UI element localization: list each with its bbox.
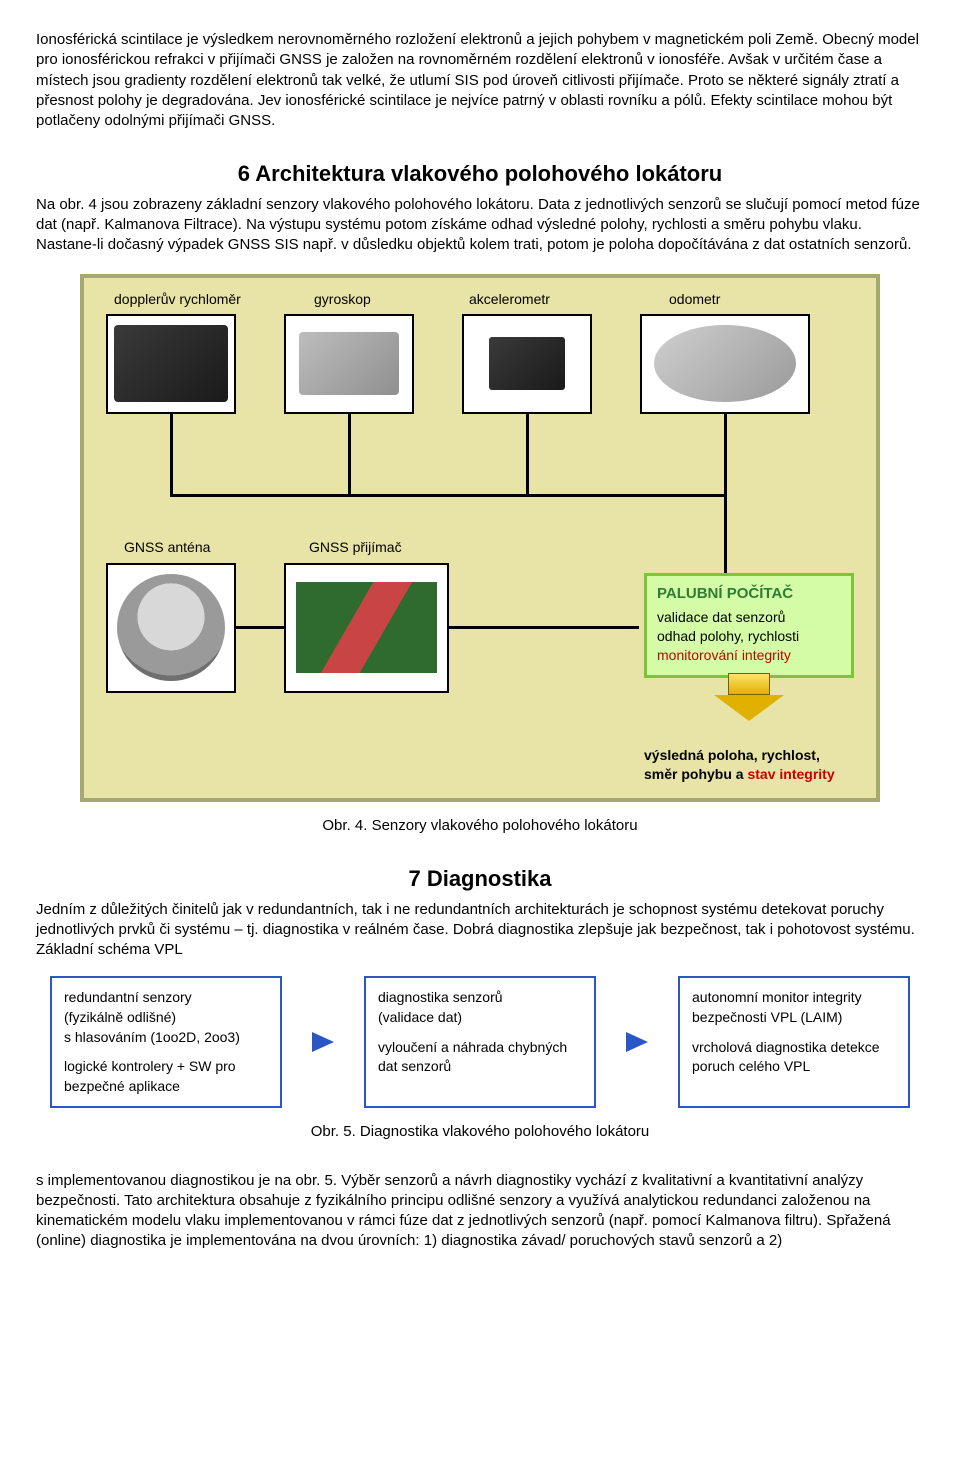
photo-gnss-antenna bbox=[106, 563, 236, 693]
figure-4: dopplerův rychloměr gyroskop akceleromet… bbox=[80, 274, 880, 802]
palubni-l2: odhad polohy, rychlosti bbox=[657, 627, 841, 646]
label-gnss-ant: GNSS anténa bbox=[124, 538, 210, 557]
heading-6: 6 Architektura vlakového polohového loká… bbox=[36, 159, 924, 189]
result-l2b: stav integrity bbox=[747, 766, 834, 782]
label-gnss-rx: GNSS přijímač bbox=[309, 538, 402, 557]
result-l2a: směr pohybu a bbox=[644, 766, 747, 782]
label-odometr: odometr bbox=[669, 290, 720, 309]
photo-odometr bbox=[640, 314, 810, 414]
box-palubni-pocitac: PALUBNÍ POČÍTAČ validace dat senzorů odh… bbox=[644, 573, 854, 678]
fig5-b1-l4: logické kontrolery + SW pro bezpečné apl… bbox=[64, 1057, 268, 1096]
palubni-l3: monitorování integrity bbox=[657, 646, 841, 665]
photo-gyroskop bbox=[284, 314, 414, 414]
result-l1: výsledná poloha, rychlost, bbox=[644, 746, 854, 765]
heading-7: 7 Diagnostika bbox=[36, 864, 924, 894]
conn bbox=[724, 494, 727, 573]
palubni-header: PALUBNÍ POČÍTAČ bbox=[657, 584, 841, 604]
photo-doppler bbox=[106, 314, 236, 414]
conn bbox=[724, 414, 727, 494]
fig5-b2-l2: (validace dat) bbox=[378, 1008, 582, 1028]
figure-5: redundantní senzory (fyzikálně odlišné) … bbox=[50, 976, 910, 1108]
fig5-box-2: diagnostika senzorů (validace dat) vylou… bbox=[364, 976, 596, 1108]
arrow-down-icon bbox=[714, 673, 784, 721]
fig5-b3-l2: vrcholová diagnostika detekce poruch cel… bbox=[692, 1038, 896, 1077]
photo-gnss-rx bbox=[284, 563, 449, 693]
fig5-box-1: redundantní senzory (fyzikálně odlišné) … bbox=[50, 976, 282, 1108]
fig5-b1-l2: (fyzikálně odlišné) bbox=[64, 1008, 268, 1028]
bus-line bbox=[170, 494, 727, 497]
label-gyroskop: gyroskop bbox=[314, 290, 371, 309]
paragraph-ionosphere: Ionosférická scintilace je výsledkem ner… bbox=[36, 30, 924, 131]
paragraph-7: Jedním z důležitých činitelů jak v redun… bbox=[36, 900, 924, 961]
fig5-box-3: autonomní monitor integrity bezpečnosti … bbox=[678, 976, 910, 1108]
fig5-b2-l1: diagnostika senzorů bbox=[378, 988, 582, 1008]
fig5-b1-l3: s hlasováním (1oo2D, 2oo3) bbox=[64, 1028, 268, 1048]
photo-akcel bbox=[462, 314, 592, 414]
label-akcel: akcelerometr bbox=[469, 290, 550, 309]
conn bbox=[348, 414, 351, 494]
fig5-b1-l1: redundantní senzory bbox=[64, 988, 268, 1008]
palubni-l1: validace dat senzorů bbox=[657, 608, 841, 627]
figure-4-caption: Obr. 4. Senzory vlakového polohového lok… bbox=[36, 816, 924, 836]
paragraph-6: Na obr. 4 jsou zobrazeny základní senzor… bbox=[36, 195, 924, 256]
figure-5-caption: Obr. 5. Diagnostika vlakového polohového… bbox=[36, 1122, 924, 1142]
arrow-right-icon bbox=[312, 1032, 334, 1052]
conn bbox=[449, 626, 639, 629]
result-text: výsledná poloha, rychlost, směr pohybu a… bbox=[644, 746, 854, 784]
label-doppler: dopplerův rychloměr bbox=[114, 290, 241, 309]
conn bbox=[526, 414, 529, 494]
fig5-b2-l3: vyloučení a náhrada chybných dat senzorů bbox=[378, 1038, 582, 1077]
fig5-b3-l1: autonomní monitor integrity bezpečnosti … bbox=[692, 988, 896, 1027]
conn bbox=[236, 626, 284, 629]
paragraph-end: s implementovanou diagnostikou je na obr… bbox=[36, 1171, 924, 1252]
arrow-right-icon bbox=[626, 1032, 648, 1052]
conn bbox=[170, 414, 173, 494]
